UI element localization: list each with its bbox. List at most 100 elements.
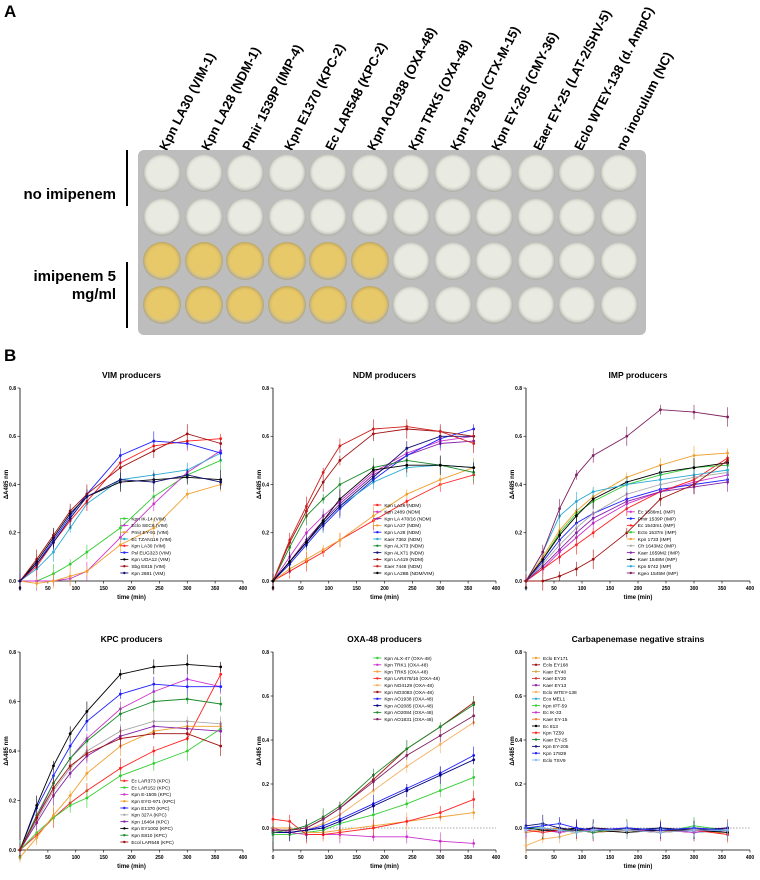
- data-point: [68, 562, 72, 566]
- x-tick-label: 50: [45, 855, 51, 861]
- data-point: [726, 458, 729, 462]
- data-point: [726, 480, 729, 484]
- y-tick-label: 0.2: [262, 531, 269, 537]
- plate-well: [309, 198, 347, 236]
- x-tick-label: 50: [45, 586, 51, 592]
- data-point: [438, 773, 442, 777]
- data-point: [85, 550, 89, 554]
- plate-well: [309, 286, 347, 324]
- legend-label: Kpn AO1831 (OXA-48): [384, 717, 433, 723]
- data-point: [371, 475, 375, 479]
- data-point: [68, 732, 72, 736]
- data-point: [625, 828, 629, 832]
- legend-label: Eaer 7448 (NDM): [384, 564, 422, 570]
- data-point: [85, 569, 89, 573]
- microtiter-plate: [138, 150, 646, 335]
- x-tick-label: 300: [690, 586, 699, 592]
- data-point: [85, 719, 89, 723]
- data-point: [524, 579, 528, 583]
- data-point: [52, 541, 55, 544]
- legend-marker: [123, 531, 126, 534]
- legend-label: Kpn EY-205: [543, 744, 569, 750]
- legend-label: Eclo WTEY-138: [543, 690, 577, 696]
- data-point: [659, 490, 662, 494]
- panel-a-letter: A: [4, 2, 17, 21]
- data-point: [405, 820, 409, 823]
- y-axis-label: ΔA485 nm: [257, 470, 263, 499]
- legend-marker: [376, 551, 379, 554]
- data-point: [68, 771, 72, 775]
- x-tick-label: 100: [578, 855, 587, 861]
- x-axis-label: time (min): [624, 864, 653, 870]
- data-point: [321, 480, 325, 484]
- plate-well: [558, 242, 596, 280]
- chart-title: Carbapenemase negative strains: [572, 634, 705, 644]
- legend-marker: [629, 551, 632, 554]
- legend-marker: [376, 537, 379, 541]
- legend-marker: [123, 813, 126, 816]
- legend-marker: [123, 827, 126, 830]
- data-point: [52, 533, 55, 537]
- legend-label: Kpn E1370 (KPC): [131, 806, 170, 812]
- data-point: [575, 567, 578, 571]
- data-point: [35, 582, 39, 585]
- legend-label: Kpn 5742 (IMP): [638, 564, 672, 570]
- y-tick-label: 0.0: [515, 826, 522, 832]
- series-line: [272, 426, 474, 582]
- data-point: [85, 771, 89, 775]
- legend-marker: [376, 684, 379, 687]
- data-point: [52, 579, 55, 583]
- x-tick-label: 350: [718, 586, 727, 592]
- plate-well: [226, 154, 264, 192]
- plate-well: [516, 242, 555, 280]
- plate-well: [309, 242, 347, 280]
- condition-no-imipenem-label: no imipenem: [23, 186, 116, 203]
- data-point: [692, 828, 696, 832]
- x-tick-label: 250: [155, 855, 164, 861]
- plate-well: [599, 286, 638, 324]
- legend-marker: [376, 571, 379, 575]
- y-tick-label: 0.0: [9, 579, 16, 585]
- y-tick-label: 0.6: [9, 699, 16, 705]
- plate-well: [350, 286, 389, 324]
- x-tick-label: 400: [492, 586, 501, 592]
- y-tick-label: 0.8: [515, 650, 522, 656]
- data-point: [185, 492, 189, 496]
- y-tick-label: 0.4: [9, 482, 16, 488]
- strain-label: Eclo WTEY-138 (d. AmpC): [571, 4, 657, 153]
- legend-marker: [376, 704, 379, 707]
- y-axis-label: ΔA485 nm: [4, 470, 10, 499]
- y-tick-label: 0.8: [262, 386, 269, 392]
- legend-marker: [376, 517, 379, 520]
- data-point: [219, 480, 223, 484]
- legend-marker: [376, 711, 379, 714]
- legend-marker: [123, 558, 126, 561]
- plate-well: [599, 154, 638, 192]
- y-tick-label: 0.8: [262, 650, 269, 656]
- data-point: [625, 483, 629, 486]
- legend-marker: [123, 571, 126, 575]
- data-point: [68, 804, 72, 807]
- legend-marker: [123, 806, 126, 810]
- data-point: [558, 548, 561, 552]
- data-point: [558, 574, 561, 578]
- data-point: [219, 442, 223, 445]
- data-point: [288, 820, 292, 823]
- data-point: [575, 514, 578, 518]
- legend-marker: [123, 551, 126, 554]
- data-point: [219, 672, 223, 676]
- legend-label: Kpn LAR478/16 (OXA-48): [384, 676, 440, 682]
- y-tick-label: 0.0: [262, 826, 269, 832]
- legend-label: Kpn LA419 (NDM): [384, 557, 424, 563]
- legend-label: Ec LAR152 (KPC): [131, 785, 170, 791]
- legend-marker: [376, 670, 379, 673]
- legend-marker: [629, 544, 632, 547]
- y-tick-label: 0.2: [9, 531, 16, 537]
- legend-label: Kpn TRK1 (OXA-48): [384, 663, 428, 669]
- y-tick-label: 0.4: [262, 738, 269, 744]
- legend-label: Kpn E810 (KPC): [131, 833, 167, 839]
- data-point: [305, 557, 308, 561]
- legend-marker: [534, 677, 538, 680]
- data-point: [152, 700, 156, 703]
- data-point: [271, 817, 275, 821]
